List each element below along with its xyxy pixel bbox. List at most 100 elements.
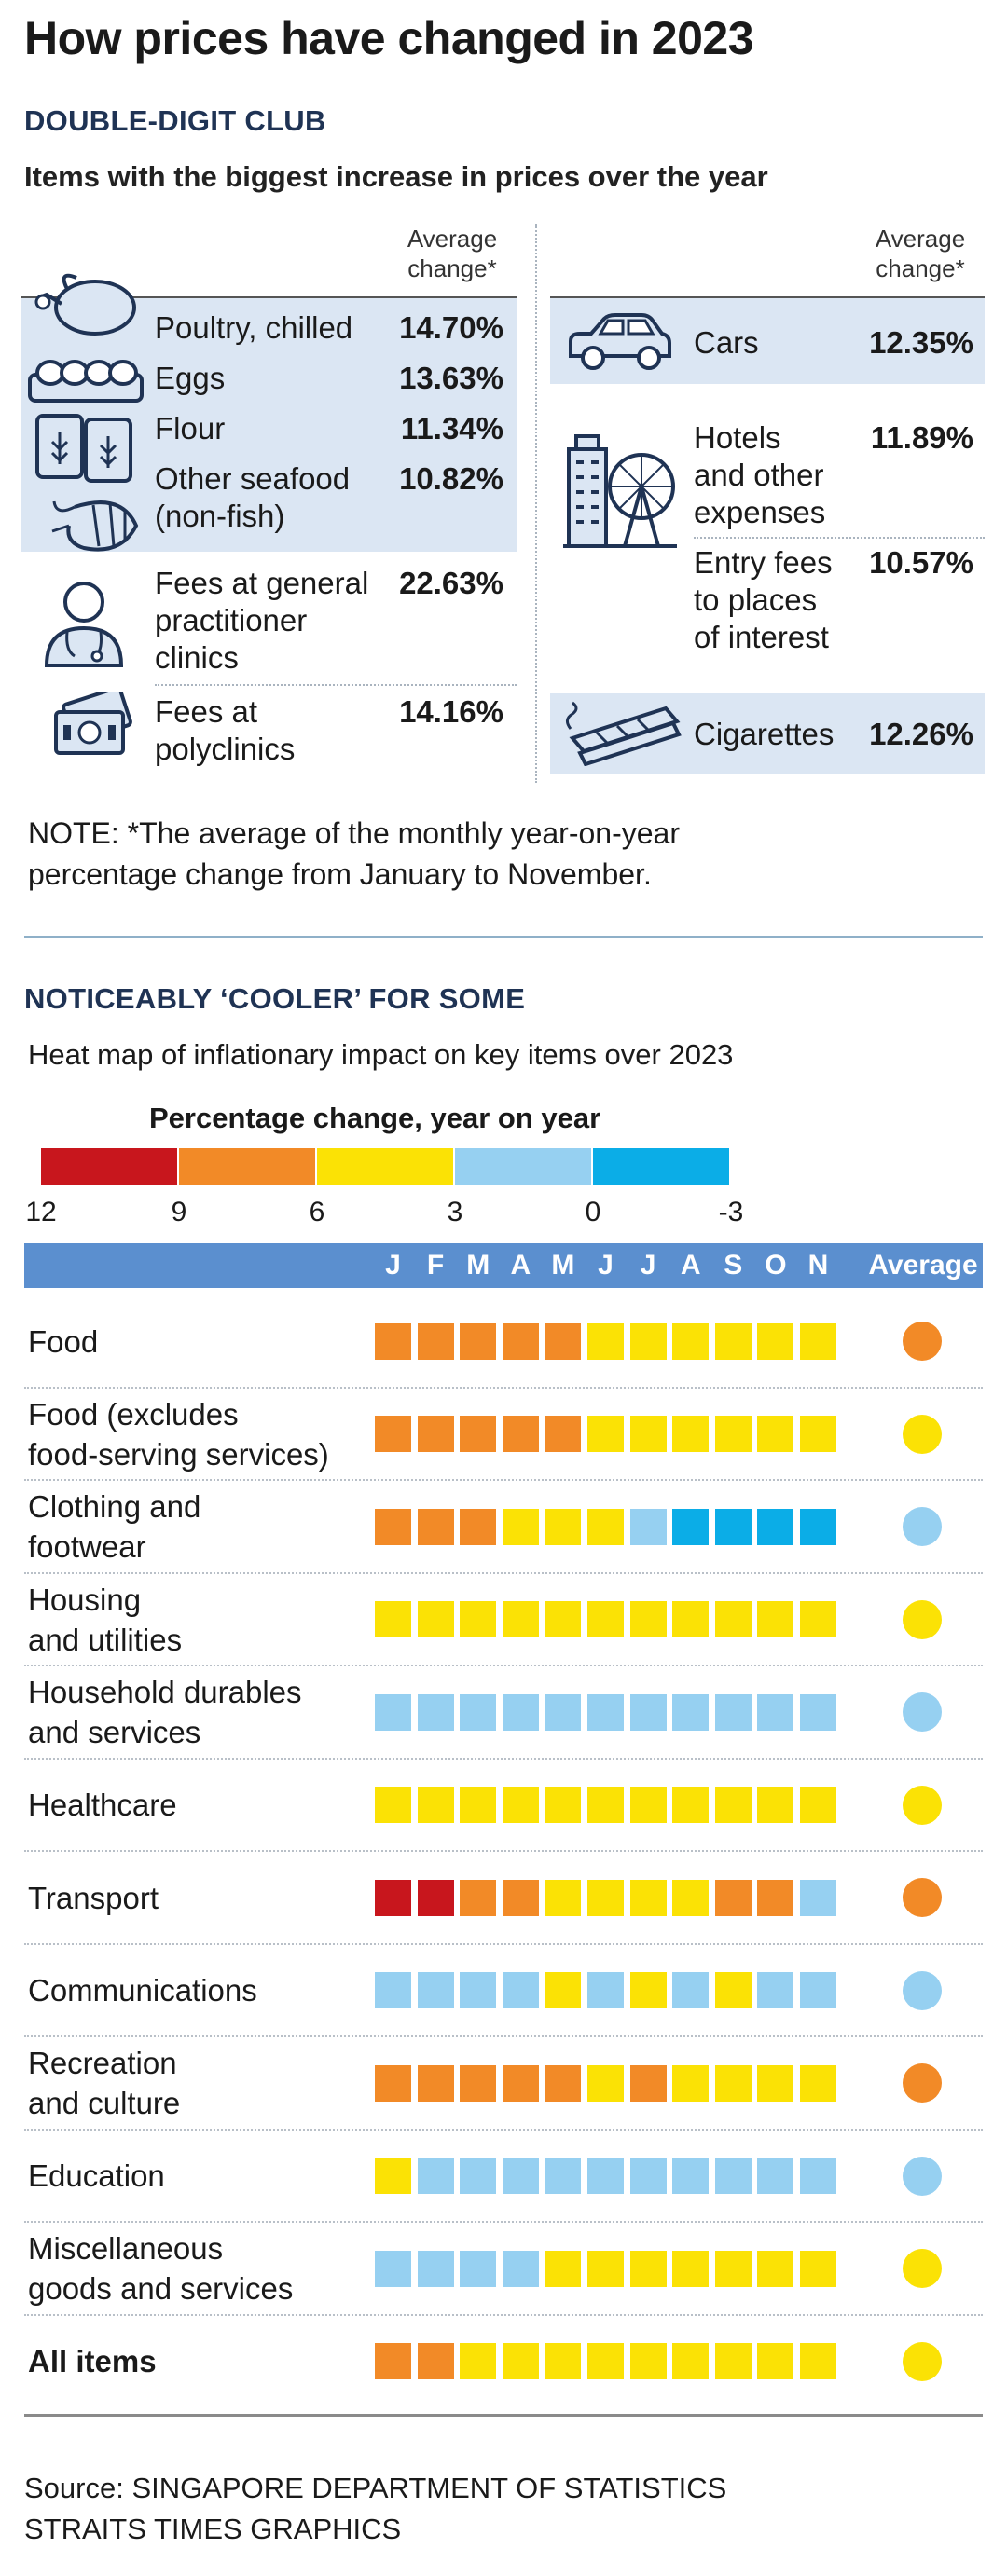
- heatmap-row-label-line: and culture: [28, 2086, 181, 2120]
- month-header: J: [598, 1250, 614, 1281]
- heatmap-row-label-line: All items: [28, 2344, 157, 2378]
- heatmap-cell: [672, 1601, 710, 1637]
- heatmap-cell: [629, 1322, 667, 1360]
- heatmap-cell: [460, 2158, 497, 2194]
- money-icon: [54, 692, 132, 755]
- avg-change-header-right: Average change*: [875, 225, 966, 282]
- cigarettes-icon: [566, 701, 682, 766]
- heatmap-cell: [460, 1322, 497, 1360]
- item-separator: [155, 684, 517, 686]
- heatmap-cell: [375, 2064, 411, 2102]
- heatmap-cell: [545, 2343, 582, 2379]
- heatmap-cell: [800, 1601, 836, 1637]
- heatmap-cell: [587, 2250, 624, 2287]
- heatmap-row-label: Food: [28, 1322, 382, 1362]
- heatmap-cell: [375, 1879, 411, 1916]
- heatmap-row-label: Food (excludes food-serving services): [28, 1394, 382, 1474]
- poultry-icon: [34, 273, 136, 336]
- heatmap-cell: [714, 1322, 752, 1360]
- heatmap-cell: [417, 2250, 454, 2287]
- heatmap-cell: [375, 1787, 411, 1823]
- page-title: How prices have changed in 2023: [24, 12, 754, 64]
- heatmap-average-dot: [903, 2063, 942, 2103]
- heatmap-cell: [460, 2064, 497, 2102]
- heatmap-cell: [629, 2158, 667, 2194]
- legend-tick-label: 3: [447, 1197, 463, 1227]
- heatmap-row-label: Communications: [28, 1970, 382, 2010]
- item-value-entry-fees: 10.57%: [869, 545, 973, 580]
- heatmap-cell: [800, 2250, 836, 2287]
- heatmap-cell: [672, 1879, 710, 1916]
- heatmap-cell: [672, 1787, 710, 1823]
- legend-tick-label: 6: [309, 1197, 325, 1227]
- heatmap-cell: [545, 1508, 582, 1545]
- heatmap-cell: [757, 1322, 794, 1360]
- month-header: M: [466, 1250, 490, 1281]
- heatmap-cell: [629, 1693, 667, 1731]
- heatmap-cell: [502, 1416, 539, 1452]
- heatmap-row-label-line: Housing: [28, 1582, 142, 1617]
- car-icon: [569, 313, 671, 370]
- heatmap-cell: [757, 1972, 794, 2008]
- heatmap-cell: [757, 1601, 794, 1637]
- heatmap-row-label: Transport: [28, 1878, 382, 1918]
- heatmap-cell: [417, 1322, 454, 1360]
- heatmap-cell: [587, 1601, 624, 1637]
- heatmap-cell: [417, 2343, 454, 2379]
- heatmap-cell: [587, 1416, 624, 1452]
- heatmap-cell: [502, 1601, 539, 1637]
- heatmap-cell: [672, 2250, 710, 2287]
- footnote: NOTE: *The average of the monthly year-o…: [28, 816, 680, 891]
- heatmap-row-label-line: and utilities: [28, 1622, 183, 1657]
- right-panel-rule: [550, 296, 985, 298]
- section2-subheading: Heat map of inflationary impact on key i…: [28, 1038, 734, 1071]
- heatmap-cell: [714, 1787, 752, 1823]
- heatmap-cell: [587, 2064, 624, 2102]
- heatmap-cell: [502, 1787, 539, 1823]
- heatmap-cell: [417, 1416, 454, 1452]
- item-value-seafood: 10.82%: [399, 461, 504, 496]
- heatmap-cell: [587, 1508, 624, 1545]
- heatmap-cell: [375, 1508, 411, 1545]
- heatmap-cell: [672, 2064, 710, 2102]
- heatmap-cell: [460, 2250, 497, 2287]
- heatmap-cell: [714, 1416, 752, 1452]
- heatmap-cell: [714, 2250, 752, 2287]
- heatmap-row-label: Housing and utilities: [28, 1580, 382, 1660]
- heatmap-average-dot: [903, 2249, 942, 2288]
- heatmap-cell: [800, 1787, 836, 1823]
- item-label-polyclinic-fees: Fees at polyclinics: [155, 694, 296, 766]
- heatmap-row-label-line: Miscellaneous: [28, 2231, 224, 2266]
- heatmap-cell: [502, 1693, 539, 1731]
- heatmap-cell: [502, 2250, 539, 2287]
- heatmap-cell: [800, 2343, 836, 2379]
- month-header: A: [510, 1250, 531, 1281]
- seafood-icon: [51, 500, 139, 552]
- bottom-rule: [24, 2414, 983, 2417]
- heatmap-row-label-line: Transport: [28, 1880, 159, 1915]
- heatmap-cell: [672, 1416, 710, 1452]
- legend-tick-label: -3: [718, 1197, 744, 1227]
- heatmap-cell: [800, 1508, 836, 1545]
- heatmap-average-dot: [903, 1970, 942, 2010]
- heatmap-cell: [375, 1322, 411, 1360]
- heatmap-cell: [545, 1879, 582, 1916]
- heatmap-cell: [417, 1693, 454, 1731]
- heatmap-cell: [672, 2343, 710, 2379]
- heatmap-average-dot: [903, 1507, 942, 1546]
- legend-swatch: [41, 1148, 177, 1185]
- heatmap-cell: [417, 1787, 454, 1823]
- heatmap-cell: [417, 2064, 454, 2102]
- heatmap-cell: [800, 2158, 836, 2194]
- heatmap-cell: [714, 1879, 752, 1916]
- heatmap-row-label-line: and services: [28, 1715, 201, 1749]
- heatmap-cell: [417, 2158, 454, 2194]
- section2-heading: NOTICEABLY ‘COOLER’ FOR SOME: [24, 982, 526, 1015]
- heatmap-cell: [629, 1416, 667, 1452]
- heatmap-header-bar: [24, 1243, 983, 1288]
- item-label-entry-fees: Entry fees to places of interest: [694, 545, 833, 654]
- eggs-icon: [28, 360, 144, 403]
- heatmap-average-dot: [903, 1414, 942, 1454]
- heatmap-row-label-line: Recreation: [28, 2046, 177, 2080]
- month-header: A: [680, 1250, 701, 1281]
